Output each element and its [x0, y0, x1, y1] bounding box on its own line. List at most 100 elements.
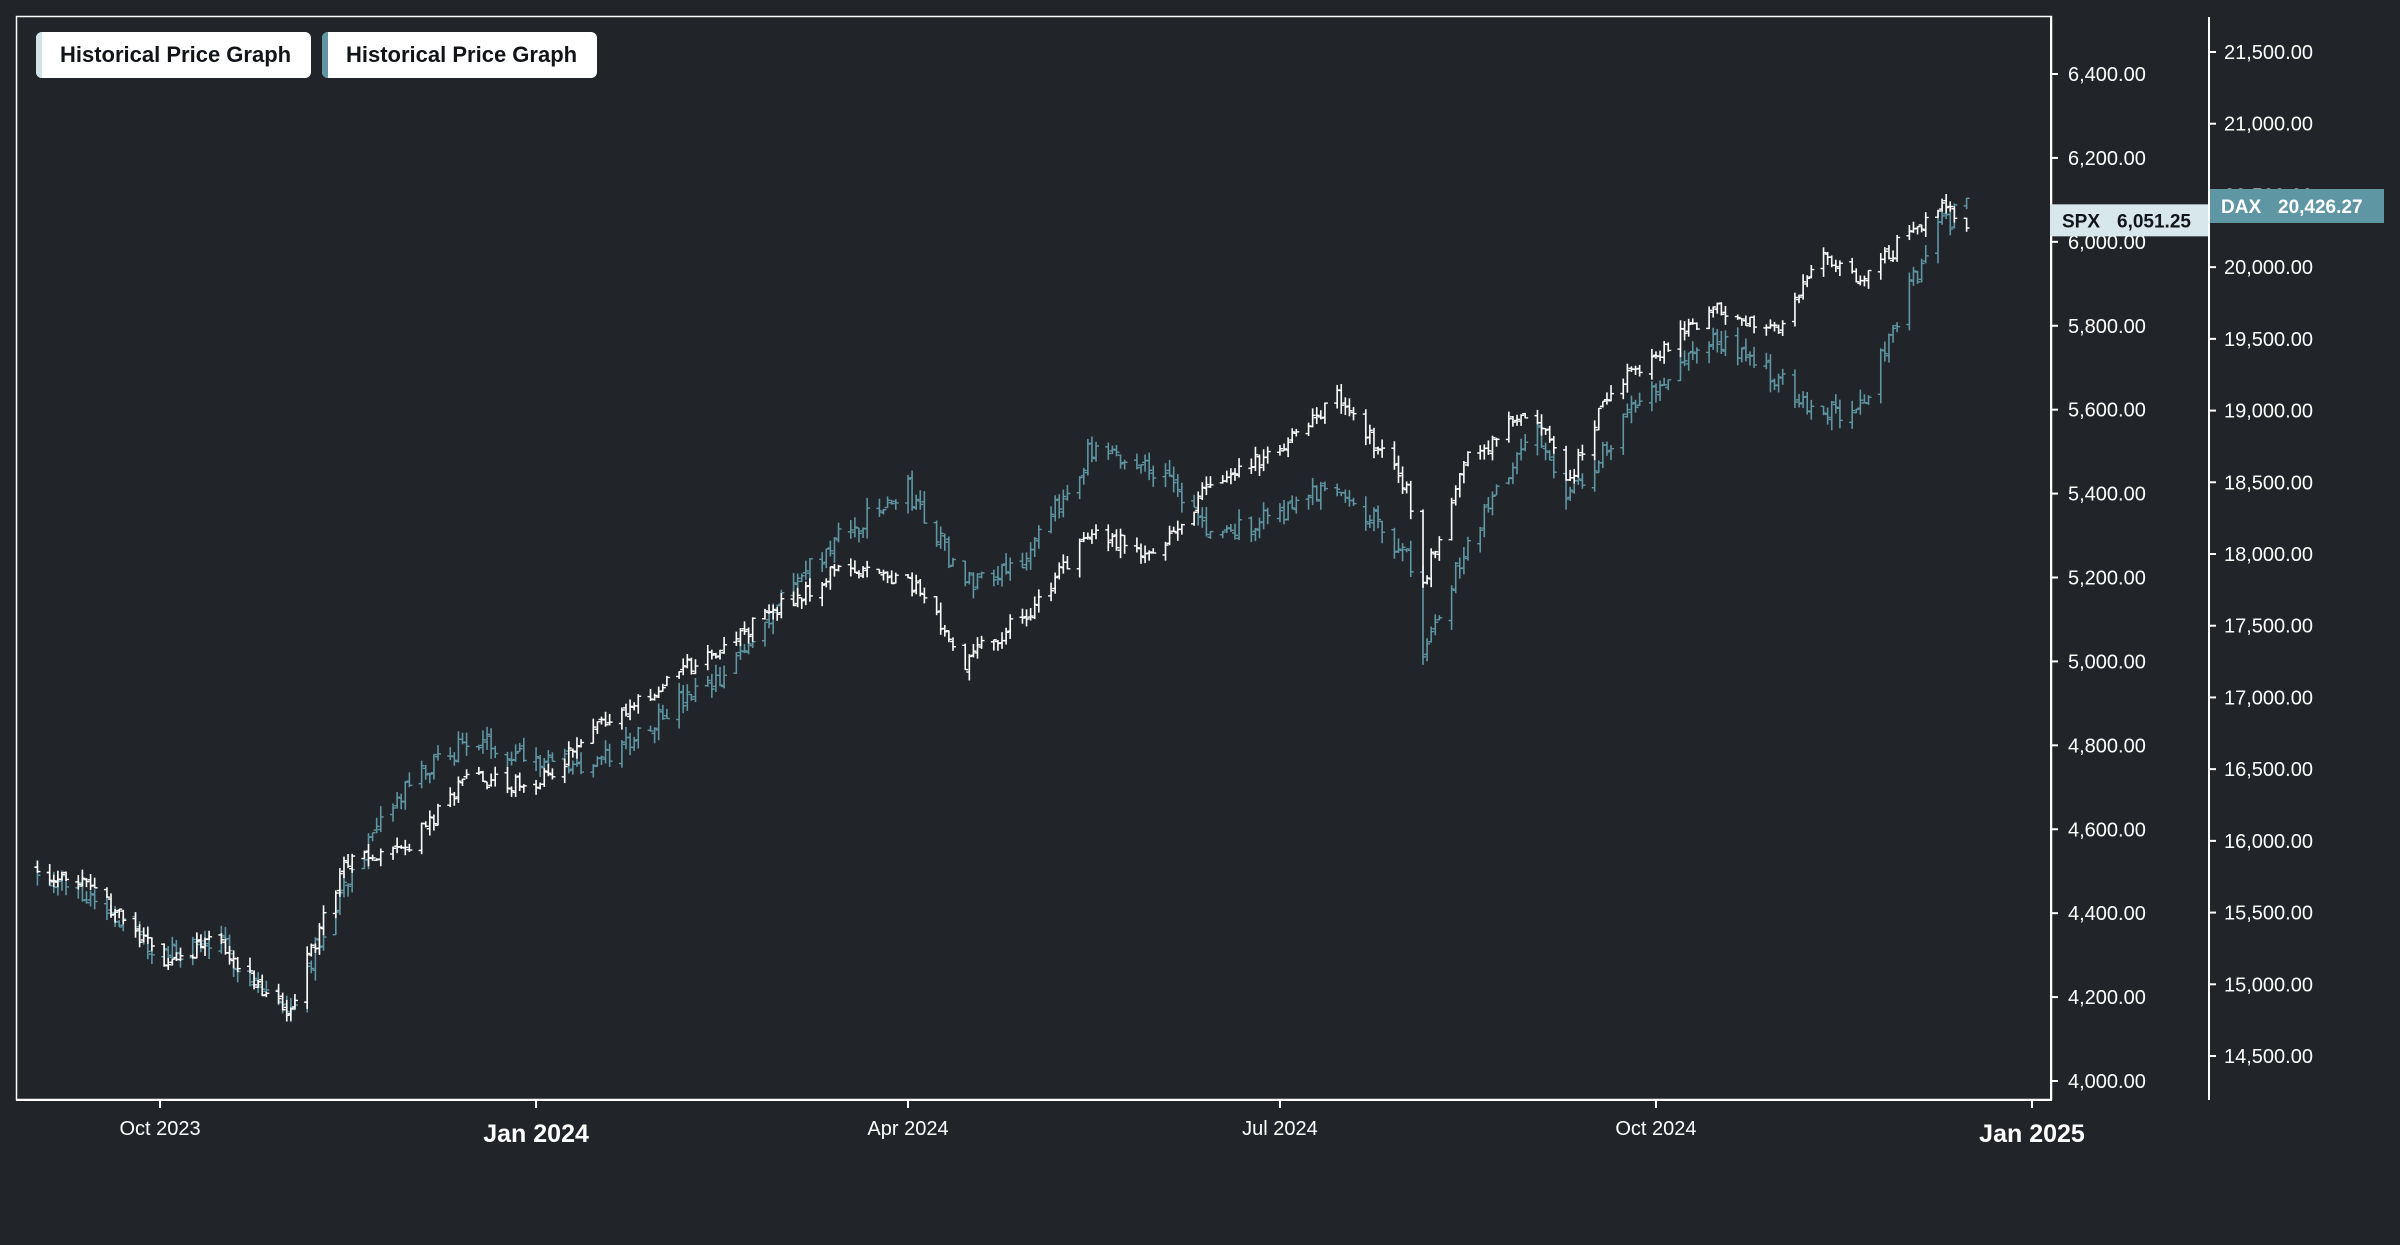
spx-ohlc-bar	[1342, 397, 1349, 415]
dax-ohlc-bar	[1350, 497, 1357, 506]
dax-ohlc-bar	[741, 644, 748, 654]
spx-ohlc-bar	[1885, 245, 1892, 260]
dax-ohlc-bar	[1452, 562, 1459, 594]
spx-ohlc-bar	[1252, 446, 1259, 472]
y-tick-label-left: 4,600.00	[2068, 819, 2146, 841]
dax-ohlc-bar	[422, 764, 429, 780]
dax-ohlc-bar	[994, 566, 1001, 585]
dax-ohlc-bar	[1771, 378, 1778, 390]
dax-ohlc-bar	[819, 552, 826, 573]
dax-ohlc-bar	[1714, 329, 1721, 353]
dax-ohlc-bar	[165, 946, 172, 958]
spx-ohlc-bar	[508, 786, 515, 797]
spx-ohlc-bar	[1934, 209, 1941, 219]
dax-ohlc-bar	[1162, 463, 1169, 488]
spx-ohlc-bar	[712, 652, 719, 659]
spx-ohlc-bar	[1963, 217, 1970, 232]
dax-ohlc-bar	[680, 684, 687, 714]
y-tick-label-right: 17,000.00	[2224, 687, 2313, 709]
dax-ohlc-bar	[692, 678, 699, 703]
dax-ohlc-bar	[1791, 369, 1798, 408]
spx-ohlc-bar	[1093, 524, 1100, 540]
spx-ohlc-bar	[790, 591, 797, 607]
y-tick-label-left: 6,200.00	[2068, 148, 2146, 170]
spx-ohlc-bar	[246, 957, 253, 974]
dax-ohlc-bar	[1751, 346, 1758, 368]
y-axis-spx: 4,000.00 4,200.00 4,400.00 4,600.00 4,800.00…	[2050, 17, 2146, 1100]
spx-ohlc-bar	[455, 776, 462, 803]
spx-ohlc-bar	[541, 768, 548, 787]
spx-ohlc-bar	[1309, 408, 1316, 428]
spx-ohlc-bar	[1922, 212, 1929, 237]
dax-ohlc-bar	[1693, 347, 1700, 364]
y-tick-label-right: 21,500.00	[2224, 42, 2313, 64]
dax-ohlc-bar	[1800, 391, 1807, 409]
spx-ohlc-bar	[778, 593, 785, 619]
spx-ohlc-bar	[1162, 541, 1169, 561]
dax-ohlc-bar	[876, 498, 883, 517]
spx-ohlc-bar	[917, 579, 924, 597]
dax-ohlc-bar	[1460, 546, 1467, 575]
spx-ohlc-bar	[1317, 410, 1324, 420]
spx-ohlc-bar	[1281, 443, 1288, 452]
spx-ohlc-bar	[1407, 480, 1414, 520]
spx-ohlc-bar	[1608, 385, 1615, 402]
spx-ohlc-bar	[1681, 321, 1688, 341]
spx-ohlc-bar	[1767, 319, 1774, 329]
dax-ohlc-bar	[1174, 473, 1181, 497]
dax-ohlc-bar	[1922, 245, 1929, 264]
legend-item-spx[interactable]: Historical Price Graph	[36, 32, 312, 78]
dax-ohlc-bar	[663, 708, 670, 720]
y-tick-label-right: 18,000.00	[2224, 544, 2313, 566]
spx-ohlc-bar	[1685, 318, 1692, 337]
dax-ohlc-bar	[602, 740, 609, 764]
spx-ohlc-bar	[206, 930, 213, 941]
spx-ohlc-bar	[1338, 384, 1345, 414]
spx-ohlc-bar	[308, 943, 315, 957]
dax-ohlc-bar	[569, 760, 576, 775]
dax-ohlc-bar	[990, 569, 997, 587]
spx-ohlc-bar	[974, 637, 981, 659]
spx-ohlc-bar	[177, 947, 184, 961]
spx-ohlc-bar	[1056, 562, 1063, 580]
spx-ohlc-bar	[806, 578, 813, 602]
dax-bars	[34, 197, 1970, 1023]
dax-ohlc-bar	[1963, 197, 1970, 210]
spx-ohlc-bar	[627, 699, 634, 721]
spx-ohlc-bar	[1142, 545, 1149, 564]
spx-ohlc-bar	[1003, 627, 1010, 645]
dax-ohlc-bar	[1636, 392, 1643, 406]
dax-ohlc-bar	[721, 665, 728, 689]
spx-ohlc-bar	[512, 774, 519, 797]
dax-ohlc-bar	[1620, 413, 1627, 455]
dax-ohlc-bar	[1166, 459, 1173, 477]
dax-ohlc-bar	[1681, 350, 1688, 367]
dax-ohlc-bar	[1076, 476, 1083, 500]
dax-ohlc-bar	[1007, 557, 1014, 581]
dax-ohlc-bar	[733, 652, 740, 674]
spx-ohlc-bar	[1779, 320, 1786, 336]
spx-ohlc-bar	[749, 617, 756, 642]
spx-ohlc-bar	[1227, 468, 1234, 485]
dax-ohlc-bar	[1832, 394, 1839, 414]
legend-item-dax[interactable]: Historical Price Graph	[322, 32, 598, 78]
dax-ohlc-bar	[87, 890, 94, 907]
dax-ohlc-bar	[1763, 352, 1770, 370]
spx-ohlc-bar	[1636, 364, 1643, 377]
spx-ohlc-bar	[234, 957, 241, 973]
dax-ohlc-bar	[999, 563, 1006, 587]
spx-ohlc-bar	[688, 657, 695, 675]
spx-ohlc-bar	[1718, 302, 1725, 316]
spx-ohlc-bar	[263, 991, 270, 998]
dax-ohlc-bar	[1648, 381, 1655, 412]
dax-ohlc-bar	[308, 960, 315, 974]
dax-ohlc-bar	[1403, 548, 1410, 553]
dax-ohlc-bar	[189, 936, 196, 966]
spx-ohlc-bar	[545, 763, 552, 777]
dax-ohlc-bar	[1293, 496, 1300, 514]
dax-ohlc-bar	[921, 491, 928, 524]
spx-ohlc-bar	[116, 908, 123, 919]
dax-ohlc-bar	[1734, 327, 1741, 366]
dax-ohlc-bar	[1203, 507, 1210, 537]
